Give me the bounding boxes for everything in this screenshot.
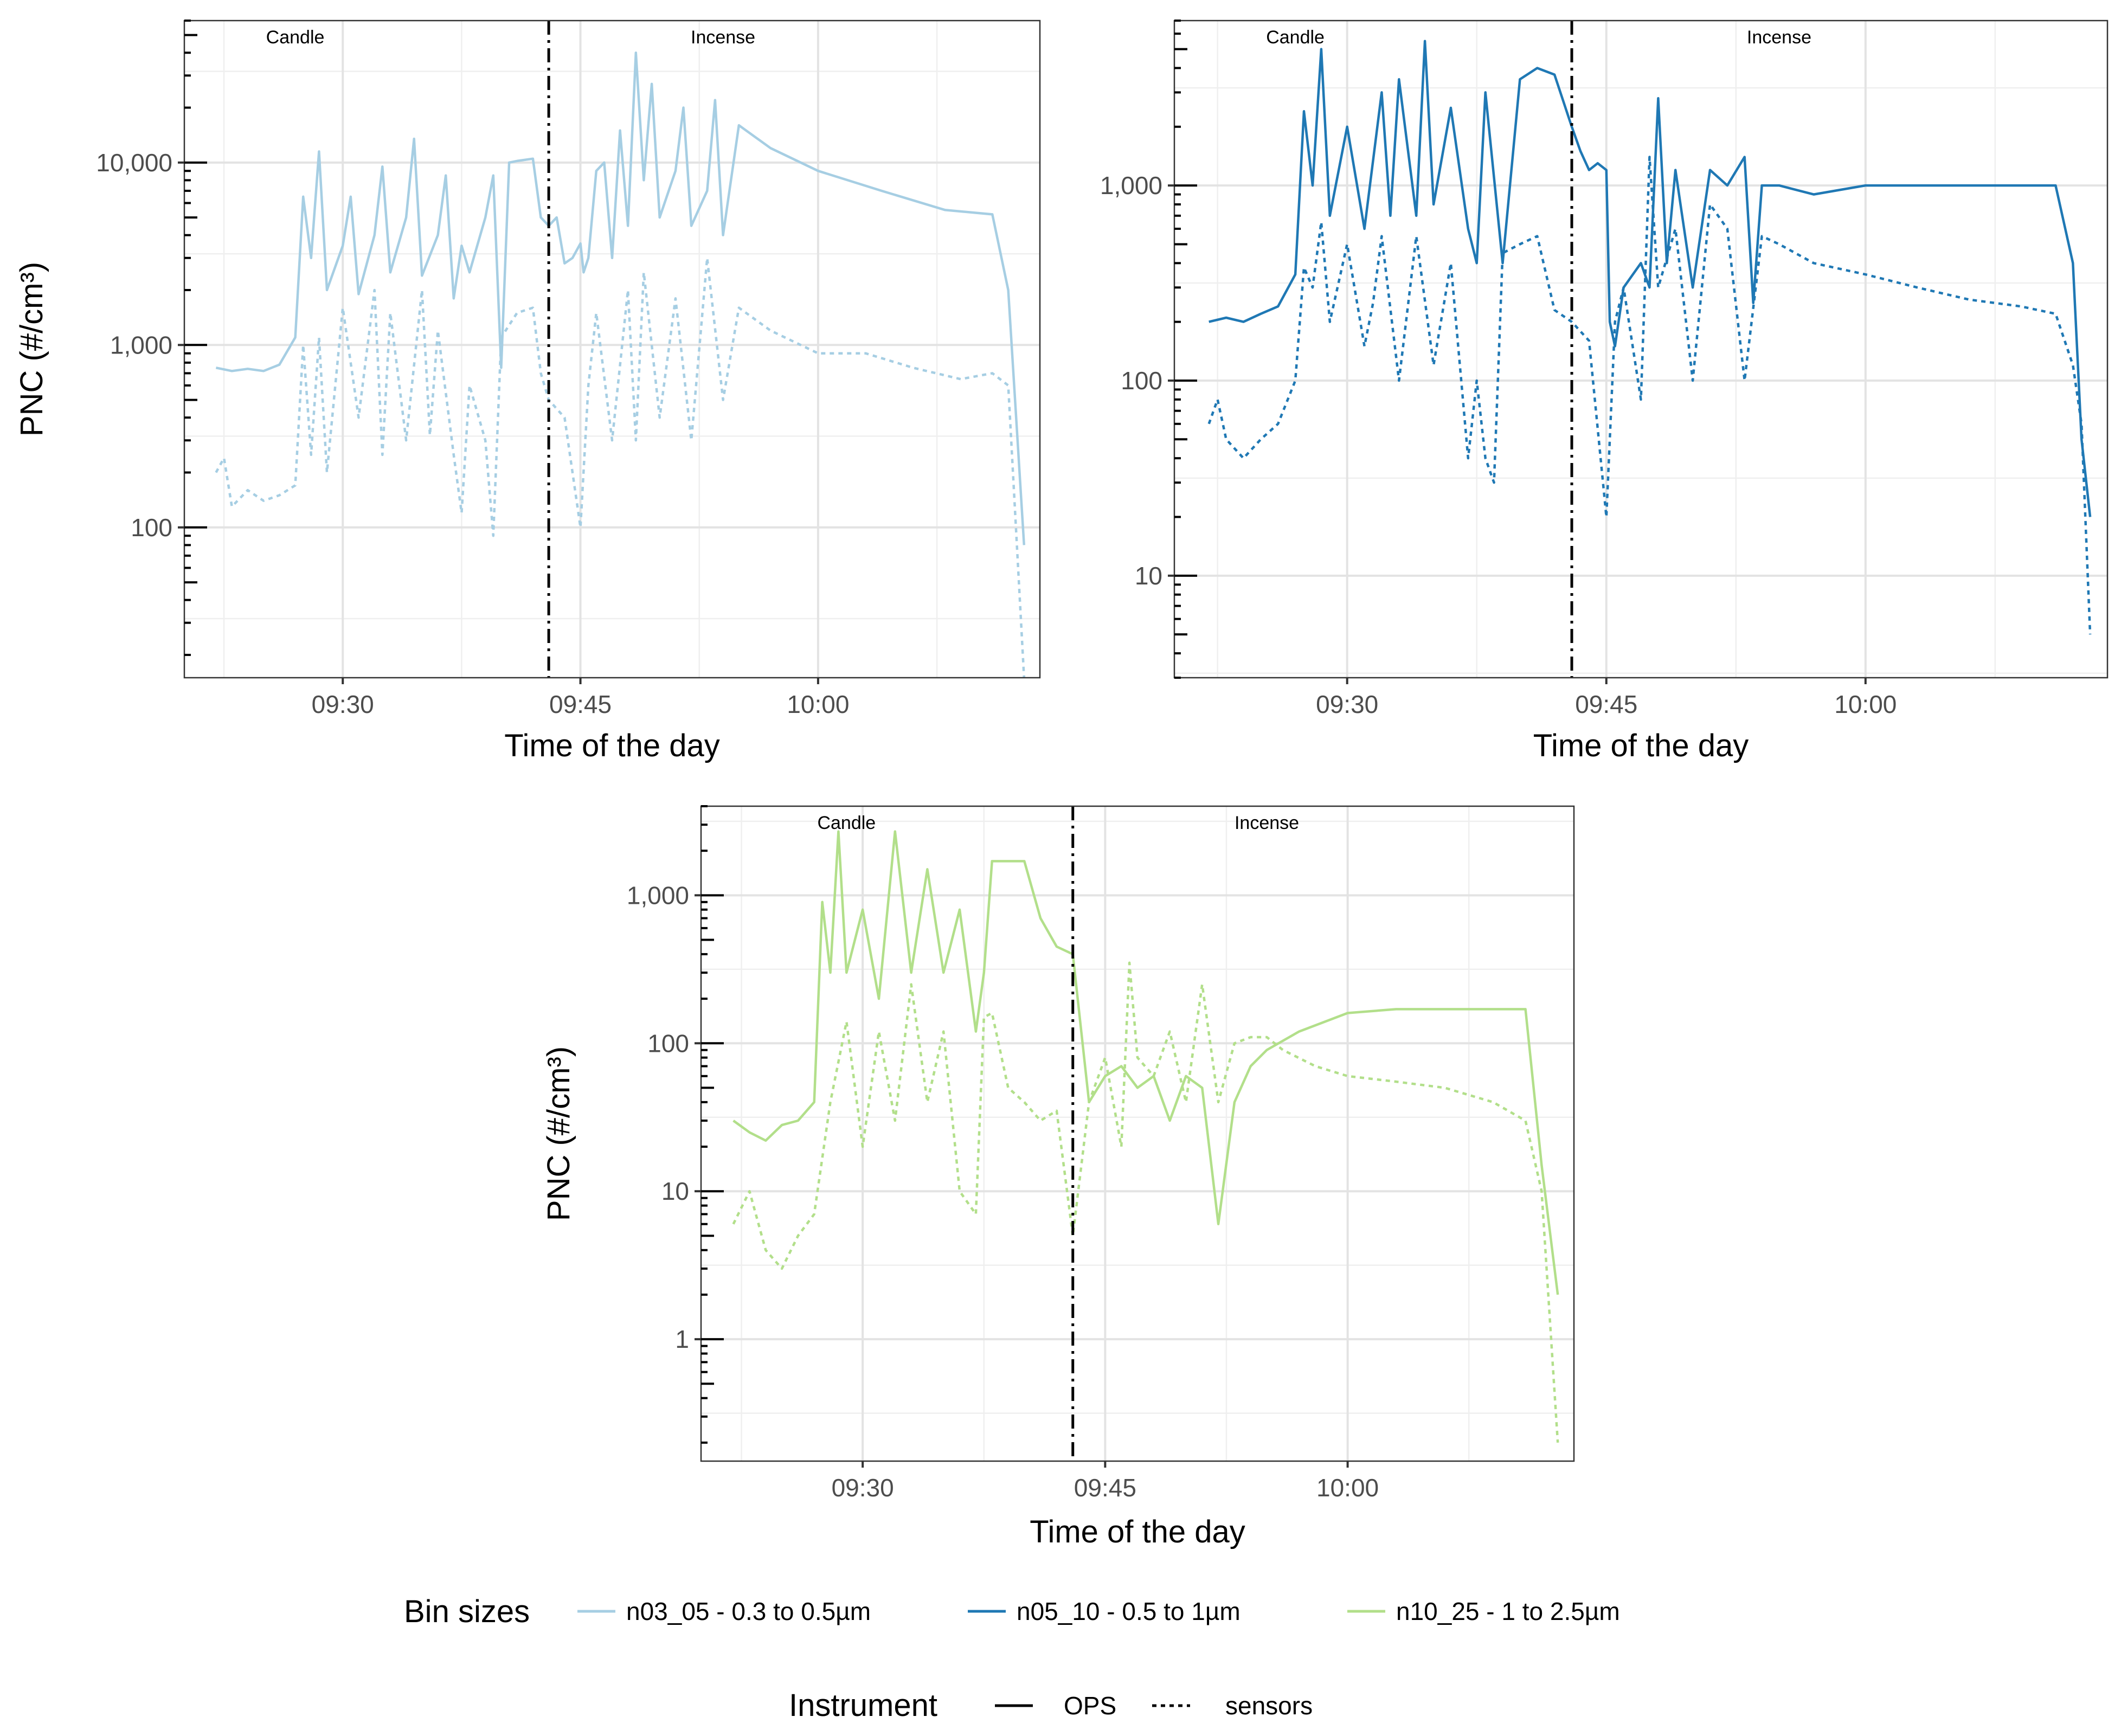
y-tick-label: 10 [1135,562,1162,590]
legend-bin-label-2: n05_10 - 0.5 to 1µm [1017,1597,1241,1625]
x-tick-label: 09:45 [549,690,612,718]
legend-instrument-label-ops: OPS [1064,1692,1116,1720]
x-tick-label: 10:00 [787,690,849,718]
y-tick-label: 100 [647,1029,689,1057]
x-axis-title: Time of the day [504,728,720,763]
y-tick-label: 10,000 [96,149,172,177]
y-axis-title: PNC (#/cm³) [541,1046,576,1221]
legend-instrument-label-sensors: sensors [1225,1692,1313,1720]
panel-border [183,20,1041,679]
series-line-ops [1209,40,2092,517]
legend-bin-label-3: n10_25 - 1 to 2.5µm [1396,1597,1620,1625]
legend-bin-title: Bin sizes [404,1594,530,1629]
annotation-incense: Incense [1747,27,1811,48]
series-line-ops [732,830,1559,1295]
series-group [1207,40,2092,635]
y-tick-label: 1 [675,1325,689,1353]
y-tick-label: 100 [131,513,172,542]
y-tick-label: 1,000 [110,331,172,359]
series-line-sensors [1207,156,2092,635]
chart-panel-3: Candle Incense 1 10 100 1,000 09:30 09:45 10:00 T… [541,805,1575,1549]
y-tick-label: 10 [661,1177,689,1205]
legend-bin-label-1: n03_05 - 0.3 to 0.5µm [626,1597,871,1625]
chart-panel-2: Candle Incense 10 100 1,000 09:30 09:45 10:00 Ti… [1100,20,2109,763]
legend-instrument: Instrument OPS sensors [789,1688,1313,1723]
annotation-candle: Candle [817,813,876,833]
chart-panels: Candle Incense 100 1,000 10,000 09:30 09:45 10:… [14,20,2109,1549]
series-group [732,830,1559,1443]
x-tick-label: 09:30 [312,690,374,718]
legend-instrument-title: Instrument [789,1688,937,1723]
y-axis-title: PNC (#/cm³) [14,262,49,436]
annotation-candle: Candle [266,27,325,48]
x-axis-title: Time of the day [1533,728,1749,763]
x-tick-label: 09:45 [1575,690,1637,718]
panel-border [700,805,1575,1462]
y-tick-label: 1,000 [1100,171,1162,200]
x-tick-label: 10:00 [1316,1474,1379,1502]
x-axis-title: Time of the day [1030,1514,1245,1549]
x-tick-label: 09:30 [832,1474,894,1502]
annotation-candle: Candle [1266,27,1325,48]
x-tick-label: 10:00 [1834,690,1897,718]
annotation-incense: Incense [1235,813,1299,833]
y-tick-label: 100 [1121,367,1162,395]
panel-border [1173,20,2109,679]
x-tick-label: 09:45 [1074,1474,1136,1502]
chart-panel-1: Candle Incense 100 1,000 10,000 09:30 09:45 10:… [14,20,1041,763]
annotation-incense: Incense [691,27,755,48]
legend-bin-sizes: Bin sizes n03_05 - 0.3 to 0.5µm n05_10 -… [404,1594,1620,1629]
x-tick-label: 09:30 [1316,690,1378,718]
series-line-sensors [732,961,1559,1443]
series-group [215,52,1026,678]
series-line-sensors [215,256,1026,678]
y-tick-label: 1,000 [627,881,689,909]
series-line-ops [215,52,1026,545]
